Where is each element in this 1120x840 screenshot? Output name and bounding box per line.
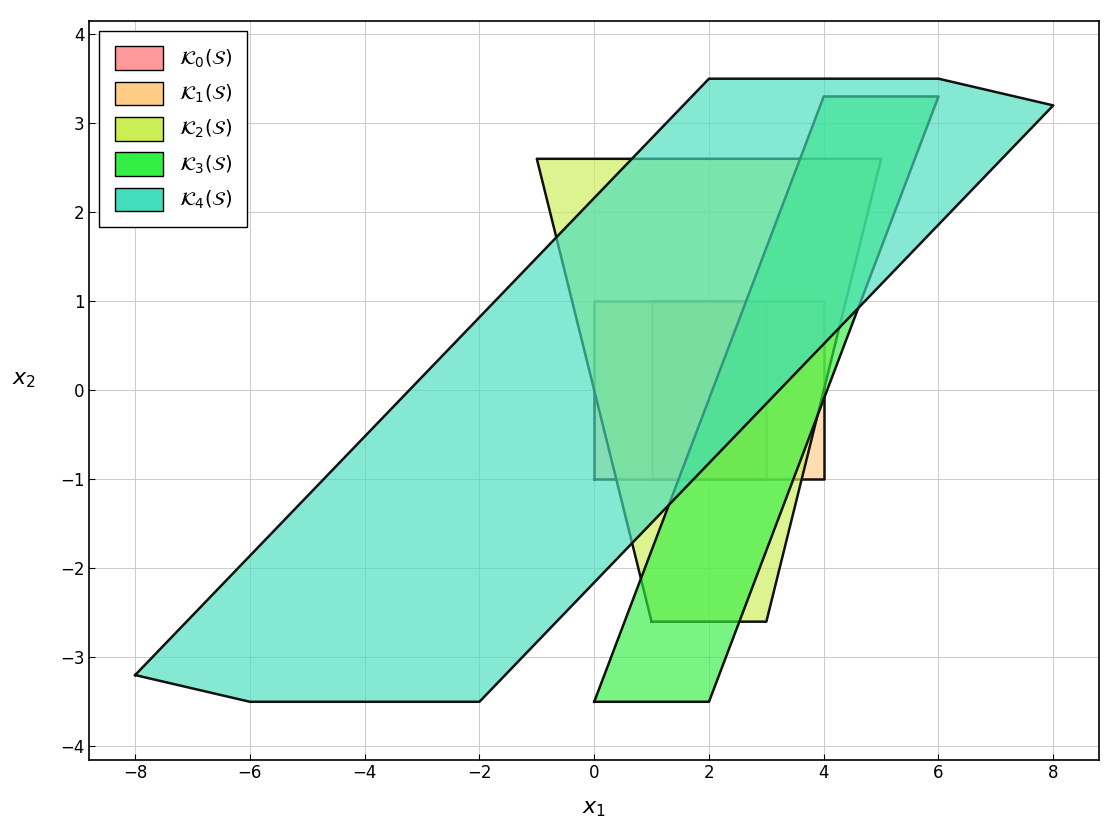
Polygon shape xyxy=(595,302,823,480)
Legend: $\mathcal{K}_0(\mathcal{S})$, $\mathcal{K}_1(\mathcal{S})$, $\mathcal{K}_2(\math: $\mathcal{K}_0(\mathcal{S})$, $\mathcal{… xyxy=(99,30,248,227)
Polygon shape xyxy=(136,79,1053,701)
Polygon shape xyxy=(595,97,939,701)
Polygon shape xyxy=(652,302,766,480)
Polygon shape xyxy=(536,159,881,622)
X-axis label: $x_1$: $x_1$ xyxy=(582,799,606,819)
Y-axis label: $x_2$: $x_2$ xyxy=(11,370,36,391)
